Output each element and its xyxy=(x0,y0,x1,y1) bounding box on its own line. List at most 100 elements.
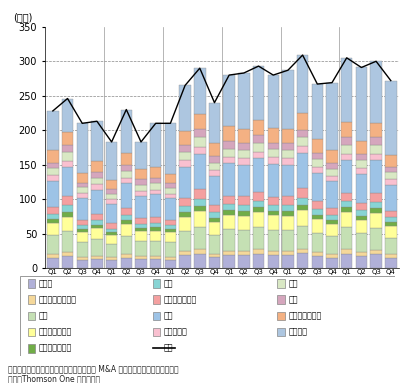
Bar xyxy=(253,159,264,192)
Bar xyxy=(106,235,117,244)
Bar xyxy=(77,193,88,198)
Bar xyxy=(91,178,103,184)
Bar xyxy=(165,225,176,229)
Bar xyxy=(120,165,132,170)
Bar xyxy=(165,242,176,257)
Bar xyxy=(356,220,367,233)
Bar xyxy=(209,254,220,257)
Bar xyxy=(297,253,309,268)
Bar xyxy=(194,137,206,147)
Text: 食品、生活雑貨: 食品、生活雑貨 xyxy=(164,295,197,304)
Bar xyxy=(341,208,352,212)
Bar xyxy=(370,254,382,268)
Bar xyxy=(165,198,176,220)
Bar xyxy=(106,257,117,260)
Bar xyxy=(62,167,73,196)
Bar xyxy=(267,128,279,142)
Bar xyxy=(326,83,338,150)
Bar xyxy=(297,129,309,137)
Bar xyxy=(106,204,117,223)
Bar xyxy=(91,259,103,268)
Bar xyxy=(77,173,88,183)
Bar xyxy=(120,208,132,214)
Bar xyxy=(91,225,103,228)
Bar xyxy=(341,228,352,249)
Bar xyxy=(47,214,59,219)
Bar xyxy=(253,66,264,120)
Bar xyxy=(370,250,382,254)
FancyBboxPatch shape xyxy=(28,311,35,321)
Bar xyxy=(120,110,132,153)
Bar xyxy=(165,194,176,198)
Bar xyxy=(223,75,235,126)
Bar xyxy=(47,180,59,207)
Bar xyxy=(194,129,206,137)
Bar xyxy=(238,73,249,129)
Bar xyxy=(91,228,103,239)
Bar xyxy=(47,254,59,258)
Bar xyxy=(282,230,294,251)
Bar xyxy=(356,203,367,210)
Text: 金融: 金融 xyxy=(164,311,173,321)
FancyBboxPatch shape xyxy=(278,327,285,337)
Bar xyxy=(47,258,59,268)
Bar xyxy=(312,233,323,252)
Bar xyxy=(370,61,382,123)
FancyBboxPatch shape xyxy=(278,295,285,304)
Bar xyxy=(341,254,352,268)
Bar xyxy=(150,190,162,194)
Bar xyxy=(209,212,220,218)
Bar xyxy=(209,235,220,254)
FancyBboxPatch shape xyxy=(28,344,35,353)
Bar xyxy=(312,84,323,139)
Bar xyxy=(326,215,338,220)
FancyBboxPatch shape xyxy=(28,295,35,304)
Text: 資料：Thomson One から作成。: 資料：Thomson One から作成。 xyxy=(8,375,100,383)
Text: 工業: 工業 xyxy=(39,311,48,321)
Bar xyxy=(91,214,103,220)
Bar xyxy=(209,218,220,222)
Bar xyxy=(385,179,396,185)
Bar xyxy=(223,164,235,196)
Bar xyxy=(312,209,323,215)
Bar xyxy=(165,220,176,225)
FancyBboxPatch shape xyxy=(153,327,160,337)
Bar xyxy=(326,208,338,215)
Bar xyxy=(194,190,206,199)
Bar xyxy=(385,218,396,222)
Bar xyxy=(91,172,103,178)
Bar xyxy=(106,194,117,200)
Bar xyxy=(62,256,73,268)
Bar xyxy=(165,173,176,183)
Bar xyxy=(91,256,103,259)
Bar xyxy=(62,196,73,205)
Bar xyxy=(385,172,396,179)
FancyBboxPatch shape xyxy=(153,279,160,288)
Bar xyxy=(326,220,338,224)
Bar xyxy=(312,256,323,268)
Bar xyxy=(326,163,338,169)
Bar xyxy=(267,149,279,157)
Bar xyxy=(282,196,294,205)
Bar xyxy=(370,160,382,193)
Bar xyxy=(62,160,73,167)
Text: メディア、娪楽: メディア、娪楽 xyxy=(39,327,72,337)
Bar xyxy=(356,233,367,252)
Bar xyxy=(223,210,235,214)
Bar xyxy=(238,255,249,268)
Bar xyxy=(312,219,323,233)
Bar xyxy=(106,223,117,229)
Bar xyxy=(47,235,59,254)
Bar xyxy=(253,135,264,142)
Bar xyxy=(135,185,147,191)
Bar xyxy=(62,98,73,132)
Text: 2016: 2016 xyxy=(298,294,322,304)
Bar xyxy=(223,149,235,157)
Bar xyxy=(356,141,367,154)
Bar xyxy=(62,205,73,211)
Bar xyxy=(77,232,88,242)
Bar xyxy=(253,208,264,212)
Bar xyxy=(106,244,117,257)
Bar xyxy=(341,160,352,193)
Bar xyxy=(135,218,147,224)
